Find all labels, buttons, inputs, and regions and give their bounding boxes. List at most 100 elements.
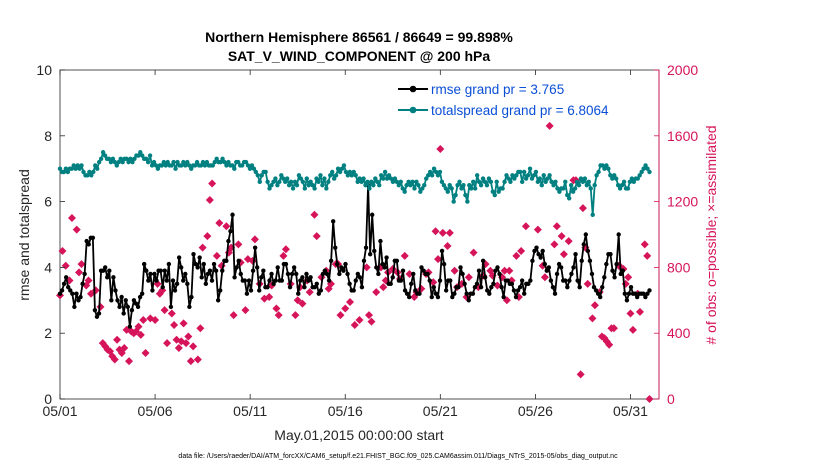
rmse-point bbox=[604, 261, 609, 267]
obs-count-marker bbox=[605, 340, 614, 349]
rmse-point bbox=[361, 258, 367, 264]
rmse-point bbox=[129, 307, 135, 313]
spread-point bbox=[265, 179, 270, 185]
rmse-point bbox=[579, 258, 584, 264]
spread-point bbox=[643, 163, 648, 168]
spread-point bbox=[100, 150, 106, 155]
obs-count-marker bbox=[362, 263, 371, 272]
spread-point bbox=[212, 159, 217, 165]
rmse-point bbox=[193, 261, 198, 267]
obs-count-marker bbox=[559, 250, 568, 259]
rmse-point bbox=[211, 261, 217, 267]
obs-count-marker bbox=[464, 273, 473, 282]
rmse-point bbox=[495, 265, 500, 270]
spread-point bbox=[140, 153, 145, 158]
spread-point bbox=[645, 166, 650, 171]
rmse-point bbox=[462, 281, 467, 287]
spread-point bbox=[175, 159, 180, 165]
obs-count-marker bbox=[557, 232, 566, 241]
spread-point bbox=[425, 173, 431, 178]
spread-point bbox=[288, 179, 294, 185]
rmse-point bbox=[275, 265, 280, 270]
rmse-point bbox=[409, 281, 414, 287]
obs-count-marker bbox=[635, 307, 644, 316]
spread-point bbox=[75, 163, 80, 168]
rmse-point bbox=[176, 255, 182, 260]
spread-point bbox=[537, 176, 543, 181]
spread-point bbox=[414, 179, 419, 185]
x-axis-label: May.01,2015 00:00:00 start bbox=[274, 427, 444, 443]
spread-point bbox=[590, 212, 595, 217]
spread-point bbox=[292, 179, 298, 185]
spread-point bbox=[353, 173, 358, 178]
spread-point bbox=[384, 176, 390, 181]
obs-count-marker bbox=[222, 222, 231, 231]
spread-point bbox=[290, 186, 296, 191]
rmse-point bbox=[244, 291, 250, 296]
rmse-point bbox=[168, 304, 174, 310]
spread-point bbox=[447, 182, 452, 188]
spread-point bbox=[330, 169, 335, 175]
spread-point bbox=[429, 173, 435, 178]
obs-count-marker bbox=[139, 316, 148, 325]
rmse-point bbox=[548, 278, 554, 283]
rmse-point bbox=[589, 271, 595, 277]
obs-count-marker bbox=[160, 306, 169, 315]
rmse-point bbox=[232, 275, 237, 280]
spread-point bbox=[600, 163, 605, 168]
chart-title: Northern Hemisphere 86561 / 86649 = 99.8… bbox=[205, 29, 513, 45]
spread-point bbox=[617, 186, 623, 191]
rmse-point bbox=[123, 298, 128, 303]
rmse-point bbox=[261, 268, 266, 273]
spread-point bbox=[114, 163, 119, 168]
rmse-point bbox=[324, 271, 330, 277]
spread-point bbox=[394, 179, 400, 185]
rmse-point bbox=[335, 261, 340, 267]
spread-point bbox=[547, 173, 552, 178]
rmse-point bbox=[482, 275, 488, 280]
spread-point bbox=[345, 173, 351, 178]
rmse-point bbox=[125, 304, 130, 310]
spread-point bbox=[388, 176, 394, 181]
rmse-point bbox=[519, 278, 525, 283]
obs-count-marker bbox=[198, 243, 207, 252]
spread-point bbox=[230, 163, 235, 168]
spread-point bbox=[627, 179, 633, 185]
axis-layer: 05/01 05/06 05/11 05/16 05/21 05/26 05/31 0 2 4 6 8… bbox=[36, 62, 698, 419]
obs-count-marker bbox=[167, 309, 176, 318]
obs-count-marker bbox=[576, 370, 585, 379]
spread-point bbox=[91, 169, 96, 175]
spread-point bbox=[418, 189, 423, 194]
obs-count-marker bbox=[445, 228, 454, 237]
obs-count-marker bbox=[279, 251, 288, 260]
rmse-point bbox=[236, 258, 241, 264]
spread-point bbox=[608, 173, 613, 178]
obs-count-marker bbox=[355, 316, 364, 325]
obs-count-marker bbox=[643, 251, 652, 260]
rmse-point bbox=[320, 271, 326, 277]
rmse-point bbox=[66, 284, 71, 290]
obs-count-marker bbox=[151, 316, 160, 325]
y-tick-label: 8 bbox=[44, 128, 52, 144]
spread-point bbox=[510, 173, 515, 178]
rmse-point bbox=[59, 288, 65, 293]
rmse-point bbox=[581, 242, 586, 247]
spread-point bbox=[169, 163, 174, 168]
rmse-point bbox=[78, 294, 83, 300]
spread-point bbox=[474, 173, 480, 178]
rmse-point bbox=[285, 271, 291, 277]
obs-count-marker bbox=[179, 319, 188, 328]
spread-point bbox=[73, 166, 78, 171]
rmse-point bbox=[404, 291, 410, 296]
rmse-point bbox=[450, 294, 455, 300]
spread-point bbox=[408, 182, 413, 188]
rmse-point bbox=[191, 252, 196, 257]
spread-point bbox=[361, 176, 366, 181]
rmse-point bbox=[489, 284, 494, 290]
rmse-point bbox=[146, 278, 151, 283]
spread-point bbox=[472, 186, 478, 191]
spread-point bbox=[494, 179, 499, 185]
rmse-point bbox=[610, 268, 615, 273]
spread-point bbox=[132, 156, 137, 162]
spread-point bbox=[637, 173, 642, 178]
